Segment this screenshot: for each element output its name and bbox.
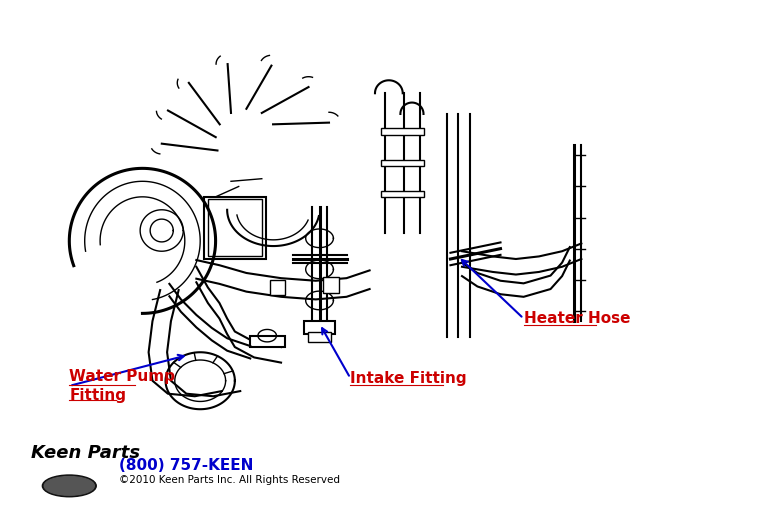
Bar [323, 277, 339, 293]
Text: (800) 757-KEEN: (800) 757-KEEN [119, 458, 254, 473]
Bar [381, 191, 424, 197]
Bar [270, 280, 285, 295]
Text: ©2010 Keen Parts Inc. All Rights Reserved: ©2010 Keen Parts Inc. All Rights Reserve… [119, 475, 340, 485]
Ellipse shape [42, 475, 96, 497]
Bar [381, 160, 424, 166]
Ellipse shape [44, 477, 94, 495]
Bar [250, 336, 285, 347]
Text: Intake Fitting: Intake Fitting [350, 371, 467, 385]
Bar [208, 199, 262, 256]
Text: Water Pump
Fitting: Water Pump Fitting [69, 368, 176, 404]
Text: Heater Hose: Heater Hose [524, 311, 630, 326]
Bar [204, 197, 266, 259]
Text: Keen Parts: Keen Parts [31, 444, 140, 463]
Bar [381, 128, 424, 135]
Bar [304, 321, 335, 334]
Bar [308, 332, 331, 342]
